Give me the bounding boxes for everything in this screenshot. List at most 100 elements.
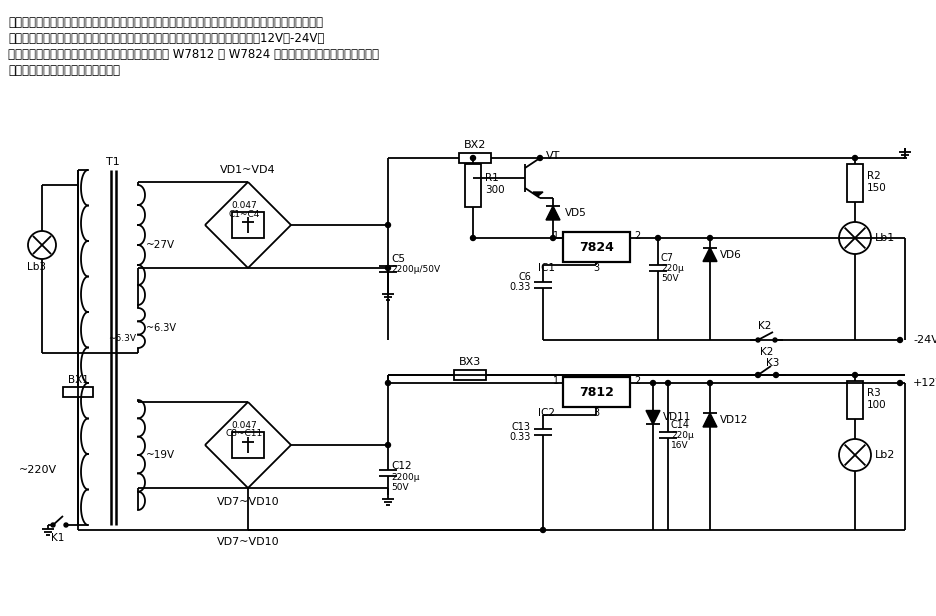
Circle shape: [772, 338, 776, 342]
Bar: [846, 381, 862, 419]
Text: 1: 1: [552, 231, 559, 241]
Circle shape: [470, 155, 475, 161]
Text: 2: 2: [634, 231, 639, 241]
Text: 3: 3: [592, 408, 599, 418]
Circle shape: [64, 523, 68, 527]
Text: 220μ: 220μ: [670, 431, 693, 439]
Circle shape: [754, 373, 760, 378]
Text: R3: R3: [866, 388, 880, 398]
Text: VD11: VD11: [663, 413, 691, 423]
Text: BX3: BX3: [459, 357, 480, 367]
Text: 0.33: 0.33: [509, 432, 531, 442]
Polygon shape: [702, 248, 716, 262]
Text: 2: 2: [634, 376, 639, 386]
Text: ~6.3V: ~6.3V: [146, 323, 176, 333]
Text: C5: C5: [390, 254, 404, 264]
Text: VD12: VD12: [719, 415, 748, 425]
Circle shape: [385, 222, 390, 227]
Text: VD7~VD10: VD7~VD10: [216, 537, 279, 547]
Text: 7812: 7812: [578, 386, 613, 399]
Text: 热、过流、一定电压范围内的保护等诸多优点而被广泛采用。本电路输出电压为＋12V、-24V。: 热、过流、一定电压范围内的保护等诸多优点而被广泛采用。本电路输出电压为＋12V、…: [8, 32, 324, 45]
Circle shape: [897, 338, 901, 342]
Text: C1~C4: C1~C4: [228, 209, 259, 219]
Circle shape: [665, 381, 670, 386]
Text: -24V: -24V: [912, 335, 936, 345]
Text: 0.047: 0.047: [231, 200, 256, 209]
Circle shape: [470, 235, 475, 240]
Bar: [63, 387, 93, 397]
Text: BX2: BX2: [463, 140, 486, 150]
Circle shape: [385, 381, 390, 386]
Text: VT: VT: [546, 151, 560, 161]
Circle shape: [897, 381, 901, 386]
Text: BX1: BX1: [67, 375, 88, 385]
Polygon shape: [645, 410, 659, 424]
Circle shape: [650, 381, 655, 386]
Text: K2: K2: [759, 347, 772, 357]
Circle shape: [755, 338, 759, 342]
Text: 2200μ: 2200μ: [390, 474, 419, 482]
Text: ~220V: ~220V: [19, 465, 57, 475]
Text: 150: 150: [866, 183, 885, 193]
Text: VD7~VD10: VD7~VD10: [216, 497, 279, 507]
Text: 3: 3: [592, 263, 599, 273]
Text: T1: T1: [106, 157, 120, 167]
Polygon shape: [546, 206, 560, 220]
Circle shape: [385, 265, 390, 270]
Text: C6: C6: [518, 272, 531, 282]
Circle shape: [773, 373, 778, 378]
Bar: [464, 164, 480, 207]
Text: 本电路的核心元件主要采用的是固定三端稳压集成电路，由于它体积小、重量轻、外围元件少，且有过: 本电路的核心元件主要采用的是固定三端稳压集成电路，由于它体积小、重量轻、外围元件…: [8, 16, 323, 29]
Text: ~19V: ~19V: [146, 450, 175, 460]
Circle shape: [537, 155, 542, 161]
Text: C8~C11: C8~C11: [226, 429, 262, 439]
Text: 0.047: 0.047: [231, 421, 256, 429]
Text: C7: C7: [660, 253, 673, 263]
Polygon shape: [533, 192, 543, 196]
Polygon shape: [702, 413, 716, 427]
Bar: [846, 164, 862, 202]
Bar: [459, 153, 490, 163]
Text: Lb1: Lb1: [874, 233, 894, 243]
Text: 220μ: 220μ: [660, 264, 683, 272]
Circle shape: [852, 155, 856, 161]
Text: Lb2: Lb2: [874, 450, 895, 460]
Text: K3: K3: [766, 358, 779, 368]
Text: 由图　　　可见，本电路是三端固定稳压集成块 W7812 和 W7824 在实际应用中的典型电路。该类集: 由图 可见，本电路是三端固定稳压集成块 W7812 和 W7824 在实际应用中…: [8, 48, 378, 61]
Text: 1: 1: [552, 376, 559, 386]
Text: R2: R2: [866, 171, 880, 181]
Text: K1: K1: [51, 533, 65, 543]
Circle shape: [550, 235, 555, 240]
Circle shape: [655, 235, 660, 240]
Text: +12V: +12V: [912, 378, 936, 388]
Text: 100: 100: [866, 400, 885, 410]
Text: 成块采用的是串联调整式稳压电路。: 成块采用的是串联调整式稳压电路。: [8, 64, 120, 77]
Text: 50V: 50V: [390, 484, 408, 493]
Text: 50V: 50V: [660, 274, 678, 283]
Circle shape: [852, 373, 856, 378]
Text: VD6: VD6: [719, 249, 741, 259]
Text: R1: R1: [485, 173, 498, 183]
Text: VD5: VD5: [564, 208, 586, 218]
Text: 0.33: 0.33: [509, 282, 531, 292]
Text: 300: 300: [485, 185, 505, 195]
Text: C14: C14: [670, 420, 689, 430]
Bar: [232, 212, 264, 238]
Text: C12: C12: [390, 461, 411, 471]
Circle shape: [707, 235, 711, 240]
Text: ~27V: ~27V: [146, 240, 175, 250]
Text: K2: K2: [757, 321, 771, 331]
Circle shape: [540, 527, 545, 532]
Text: IC2: IC2: [537, 408, 554, 418]
Circle shape: [51, 523, 55, 527]
Text: VD1~VD4: VD1~VD4: [220, 165, 275, 175]
Text: 16V: 16V: [670, 440, 688, 450]
Text: 2200μ/50V: 2200μ/50V: [390, 264, 440, 274]
Circle shape: [707, 381, 711, 386]
Text: C13: C13: [511, 422, 531, 432]
Bar: [232, 432, 264, 458]
Bar: [563, 232, 629, 262]
Circle shape: [385, 442, 390, 447]
Text: 7824: 7824: [578, 240, 613, 254]
Text: Lb3: Lb3: [27, 262, 47, 272]
